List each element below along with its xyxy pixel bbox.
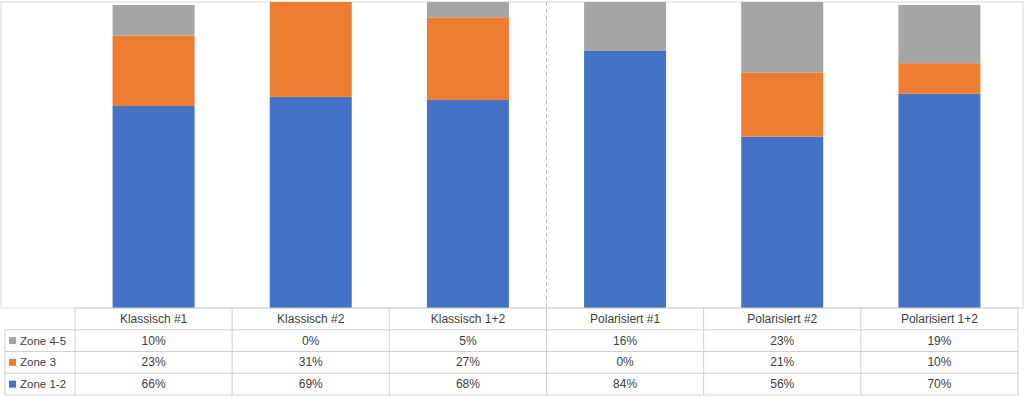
table-line: [5, 330, 6, 395]
bar-segment: [113, 106, 195, 308]
table-value: 21%: [770, 355, 794, 369]
category-label: Polarisiert #2: [747, 312, 817, 326]
table-line: [860, 308, 861, 395]
bar-segment: [898, 63, 980, 94]
table-line: [5, 329, 1018, 330]
table-line: [5, 373, 1018, 374]
bar-segment: [113, 5, 195, 36]
data-table: Klassisch #1 Klassisch #2 Klassisch 1+2 Pol…: [5, 308, 1018, 395]
bar-segment: [584, 51, 666, 308]
table-line: [389, 308, 390, 395]
table-line: [1018, 308, 1019, 395]
category-label: Polarisiert #1: [590, 312, 660, 326]
table-value: 10%: [927, 355, 951, 369]
table-value: 69%: [299, 377, 323, 391]
category-label: Klassisch #1: [120, 312, 188, 326]
legend-label: Zone 3: [20, 356, 56, 368]
table-value: 5%: [459, 334, 477, 348]
chart: Klassisch #1 Klassisch #2 Klassisch 1+2 Pol…: [0, 0, 1024, 397]
bar-segment: [427, 100, 509, 308]
bar-segment: [898, 5, 980, 63]
bar-segment: [741, 72, 823, 136]
bar-segment: [898, 94, 980, 308]
table-value: 16%: [613, 334, 637, 348]
bar-segment: [427, 17, 509, 100]
table-line: [5, 395, 1018, 396]
bar-segment: [427, 2, 509, 17]
category-label: Klassisch 1+2: [431, 312, 506, 326]
table-line: [546, 308, 547, 395]
bar-segment: [584, 2, 666, 51]
table-line: [5, 351, 1018, 352]
table-value: 31%: [299, 355, 323, 369]
bar-segment: [270, 2, 352, 97]
category-label: Klassisch #2: [277, 312, 345, 326]
table-line: [75, 308, 76, 395]
bar-segment: [741, 137, 823, 308]
plot-frame: [1, 2, 1023, 308]
table-value: 10%: [142, 334, 166, 348]
table-line: [703, 308, 704, 395]
table-line: [232, 308, 233, 395]
legend-key: [9, 359, 16, 366]
table-value: 0%: [616, 355, 634, 369]
bar-segment: [270, 2, 352, 3]
table-value: 66%: [142, 377, 166, 391]
table-value: 27%: [456, 355, 480, 369]
table-value: 84%: [613, 377, 637, 391]
table-value: 23%: [142, 355, 166, 369]
bars: [113, 2, 981, 308]
legend-key: [9, 381, 16, 388]
table-value: 70%: [927, 377, 951, 391]
table-value: 23%: [770, 334, 794, 348]
bar-segment: [270, 97, 352, 308]
table-value: 0%: [302, 334, 320, 348]
legend-key: [9, 337, 16, 344]
bar-segment: [113, 36, 195, 106]
table-value: 56%: [770, 377, 794, 391]
legend-label: Zone 1-2: [20, 378, 66, 390]
table-value: 68%: [456, 377, 480, 391]
legend-label: Zone 4-5: [20, 335, 66, 347]
category-label: Polarisiert 1+2: [901, 312, 978, 326]
bar-segment: [741, 2, 823, 72]
table-value: 19%: [927, 334, 951, 348]
group-separator: [546, 2, 547, 308]
